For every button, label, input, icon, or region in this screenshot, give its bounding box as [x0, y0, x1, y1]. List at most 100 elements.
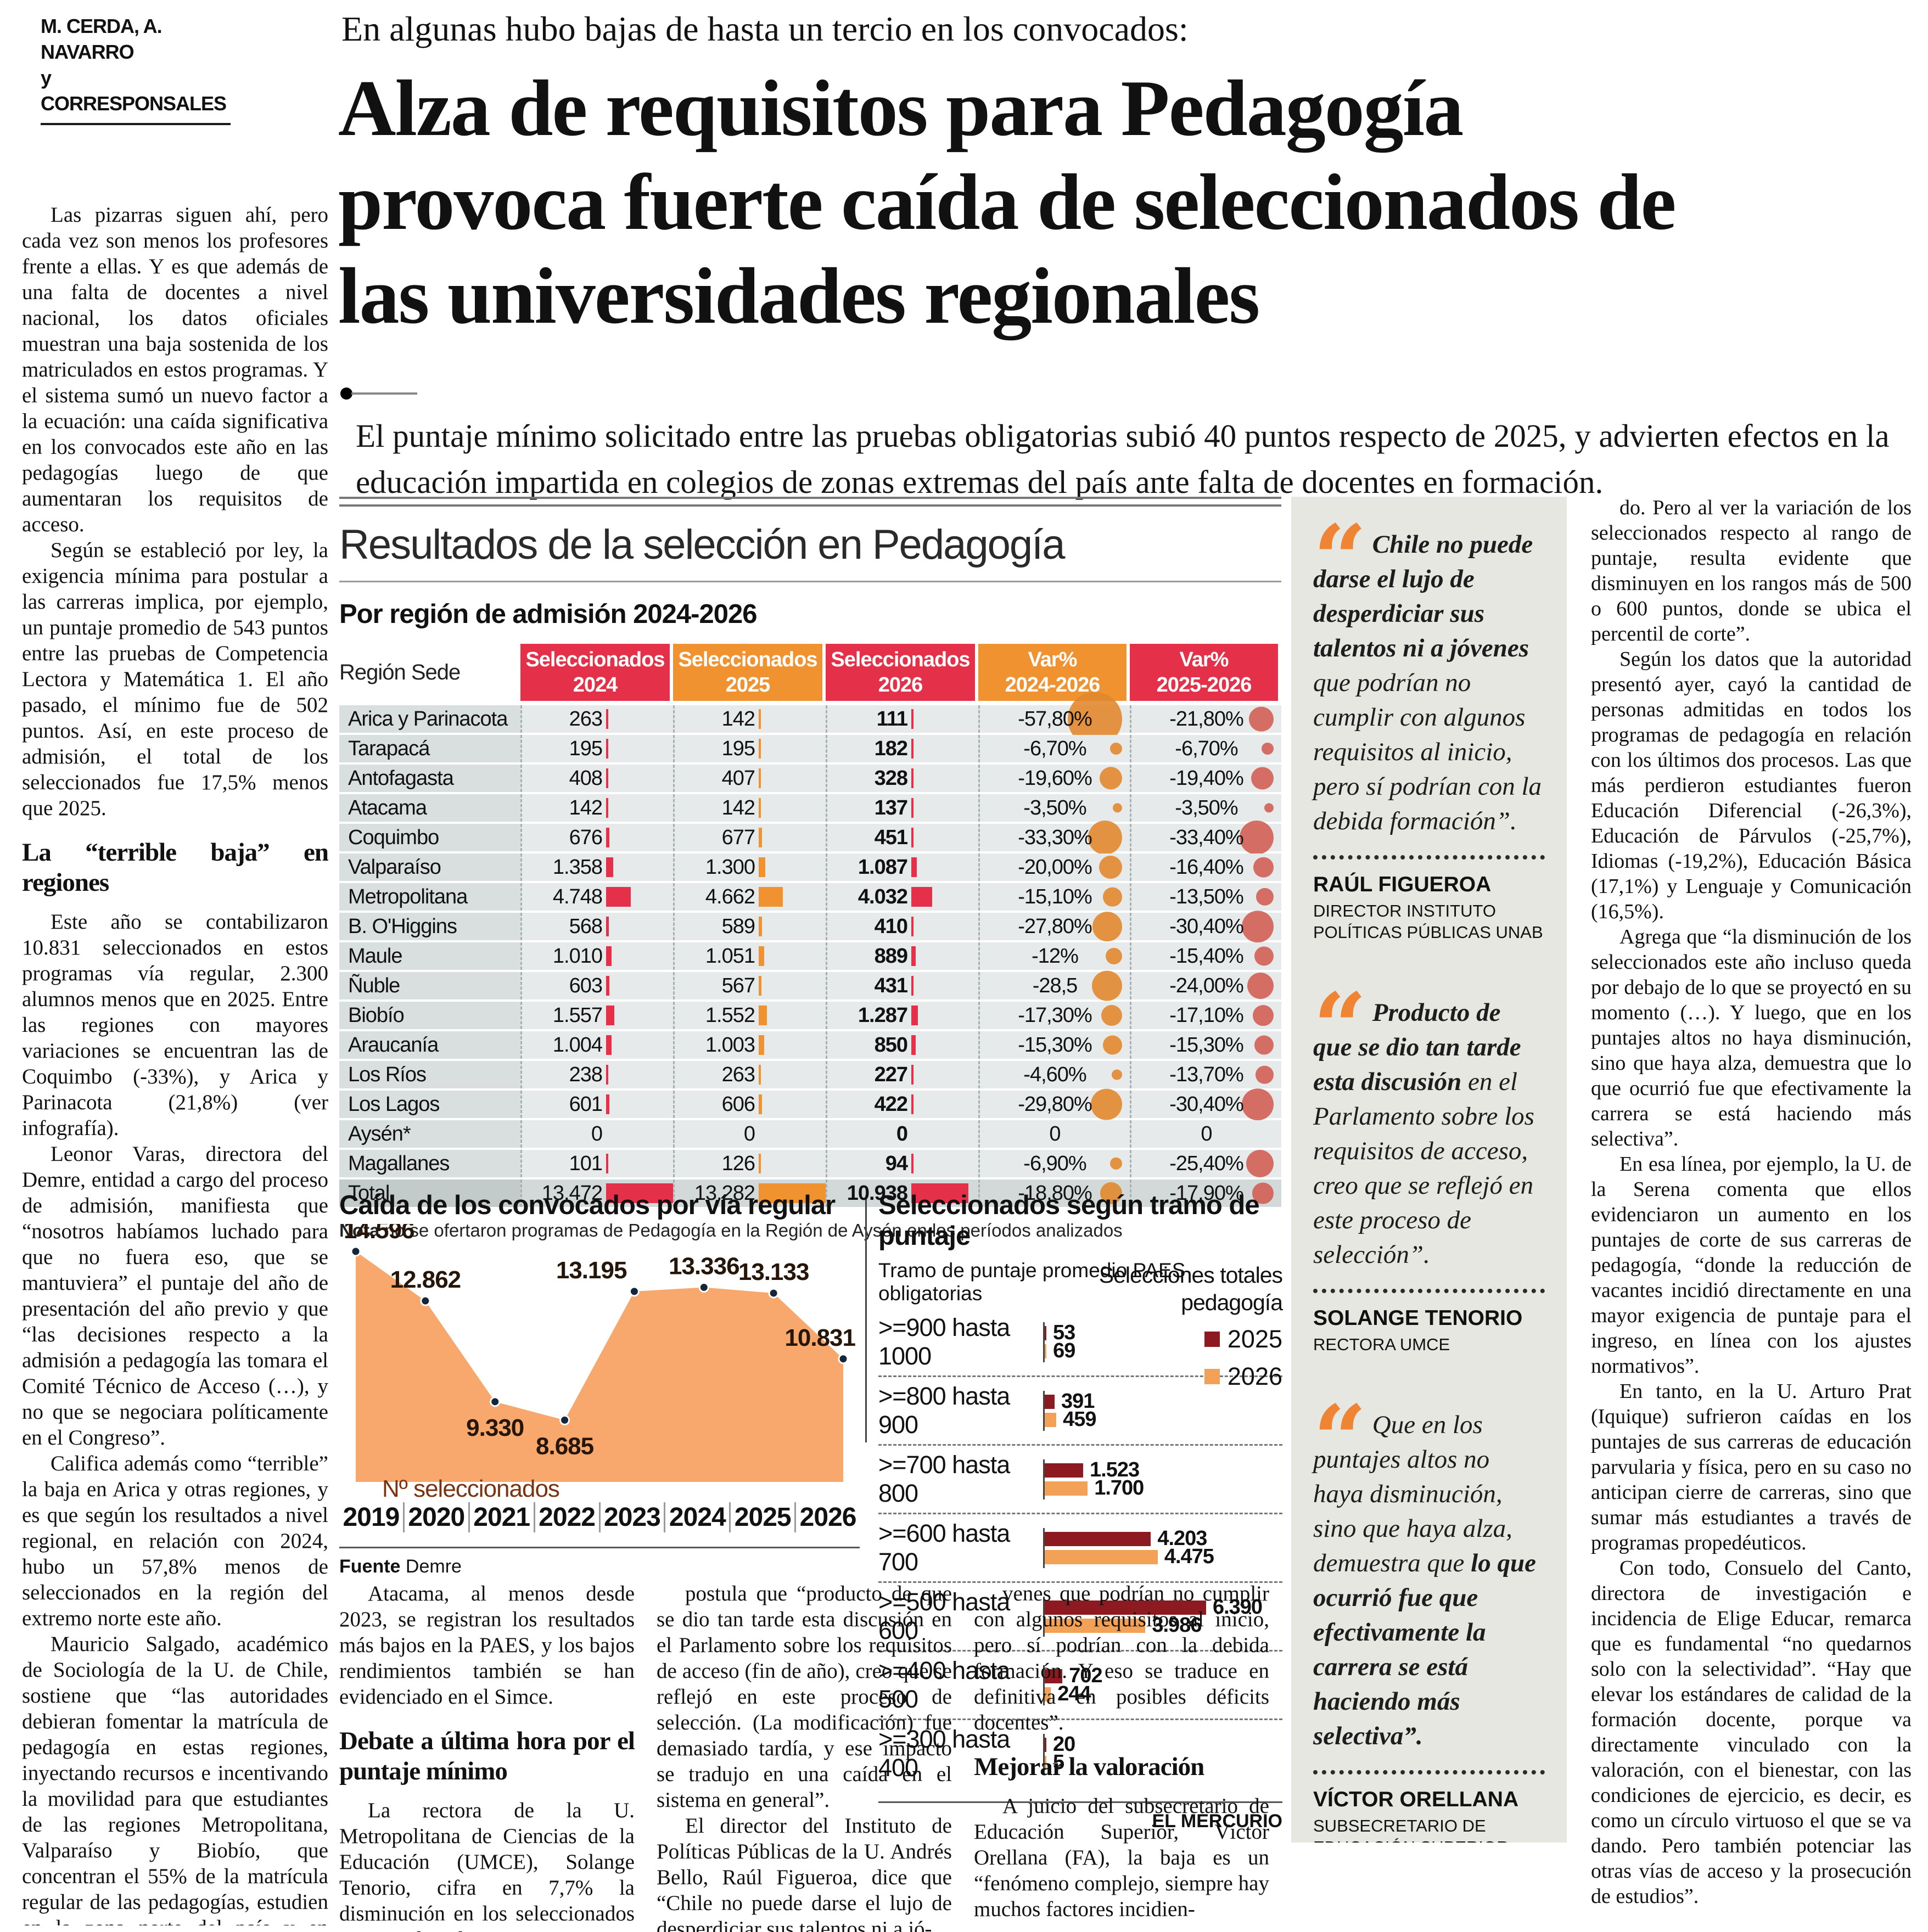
cell-value: 111 — [876, 707, 908, 731]
bar-value-label: 4.475 — [1164, 1545, 1214, 1568]
bar-2025 — [1045, 1669, 1063, 1683]
value-bar — [606, 1006, 614, 1025]
value-bar — [911, 798, 913, 818]
selected-2024-cell: 0 — [520, 1120, 673, 1148]
x-axis-years: 2019 2020 2021 2022 2023 2024 2025 2026 — [339, 1502, 860, 1532]
cell-value: -30,40% — [1169, 914, 1244, 938]
value-bar — [911, 887, 933, 907]
selected-2026-cell: 94 — [826, 1150, 978, 1177]
bar-2025 — [1045, 1531, 1151, 1546]
var-2025-2026-cell: -6,70% — [1130, 735, 1281, 762]
var-circle — [1112, 1069, 1122, 1080]
bar-value-label: 53 — [1053, 1321, 1075, 1344]
infographic-panel: Resultados de la selección en Pedagogía … — [339, 497, 1281, 1241]
quote-text: “Producto de que se dio tan tarde esta d… — [1313, 981, 1545, 1272]
bar-2026 — [1045, 1481, 1088, 1496]
bar-category-label: >=900 hasta 1000 — [878, 1313, 1010, 1370]
var-2025-2026-cell: -21,80% — [1130, 705, 1281, 733]
var-circle — [1088, 821, 1122, 855]
selected-2026-cell: 889 — [826, 942, 978, 970]
bar-row: 20 — [1045, 1733, 1282, 1756]
area-series — [356, 1251, 843, 1482]
section-subhead: Debate a última hora por el puntaje míni… — [339, 1727, 635, 1785]
bar-value-label: 6.390 — [1212, 1596, 1263, 1619]
selected-2024-cell: 408 — [520, 765, 673, 792]
bar-pair: 6.390 3.986 — [1043, 1596, 1282, 1637]
data-point — [698, 1282, 709, 1293]
region-name-cell: B. O'Higgins — [339, 913, 520, 940]
body-paragraph: En esa línea, por ejemplo, la U. de la S… — [1591, 1153, 1912, 1378]
bar-chart-rows: >=900 hasta 1000 53 69 >=800 hasta 900 391 45… — [878, 1308, 1282, 1787]
var-2025-2026-cell: -30,40% — [1130, 1088, 1281, 1120]
cell-value: -30,40% — [1169, 1092, 1244, 1116]
quote-segment: Que en los puntajes altos no haya dismin… — [1313, 1411, 1512, 1577]
table-row: Valparaíso 1.358 1.300 1.087 -20,00% -16,40% — [339, 853, 1281, 881]
bar-row: 4.203 — [1045, 1527, 1282, 1550]
var-2024-2026-cell: -19,60% — [978, 765, 1130, 792]
bar-category-label: >=800 hasta 900 — [878, 1382, 1010, 1439]
year-tick-label: 2020 — [402, 1502, 468, 1532]
bar-row: 53 — [1045, 1321, 1282, 1344]
region-name-cell: Atacama — [339, 794, 520, 822]
cell-value: 1.004 — [552, 1033, 603, 1057]
bar-row: 1.523 — [1045, 1458, 1282, 1481]
value-bar — [606, 946, 612, 966]
selected-2025-cell: 1.003 — [673, 1031, 826, 1059]
table-subtitle: Por región de admisión 2024-2026 — [339, 599, 757, 629]
column-header-sel-2025: Seleccionados 2025 — [673, 644, 822, 701]
var-circle — [1099, 767, 1122, 790]
var-circle — [1103, 887, 1122, 907]
bar-value-label: 3.986 — [1152, 1614, 1202, 1637]
selected-2026-cell: 328 — [826, 765, 978, 792]
cell-value: 142 — [721, 707, 755, 731]
var-2025-2026-cell: -16,40% — [1130, 853, 1281, 881]
table-row: Araucanía 1.004 1.003 850 -15,30% -15,30% — [339, 1031, 1281, 1059]
quotes-sidebar: “Chile no puede darse el lujo de desperd… — [1291, 497, 1567, 1843]
right-body-column: do. Pero al ver la variación de los sele… — [1591, 495, 1912, 1932]
bar-chart-panel: Seleccionados según tramo de puntaje Tra… — [878, 1190, 1283, 1832]
bar-chart-legend: Selecciones totales pedagogía 2025 2026 — [1096, 1261, 1283, 1391]
selected-2024-cell: 1.358 — [520, 853, 673, 881]
cell-value: 0 — [1049, 1122, 1061, 1145]
var-2025-2026-cell: -13,50% — [1130, 883, 1281, 911]
value-bar — [759, 887, 783, 907]
var-2024-2026-cell: -57,80% — [978, 692, 1130, 746]
cell-value: 589 — [721, 914, 755, 938]
column-header-sel-2024: Seleccionados 2024 — [520, 644, 670, 701]
table-row: Magallanes 101 126 94 -6,90% -25,40% — [339, 1149, 1281, 1178]
cell-value: -57,80% — [1018, 707, 1092, 731]
selected-2024-cell: 4.748 — [520, 883, 673, 911]
cell-value: -28,5 — [1032, 974, 1078, 997]
note-text: no se ofertaron programas de Pedagogía e… — [379, 1220, 1123, 1240]
table-row: Biobío 1.557 1.552 1.287 -17,30% -17,10% — [339, 1002, 1281, 1029]
region-name-cell: Arica y Parinacota — [339, 705, 520, 733]
var-circle — [1239, 820, 1274, 855]
selected-2026-cell: 1.287 — [826, 1002, 978, 1029]
year-tick-label: 2025 — [729, 1502, 794, 1532]
quote-separator — [1313, 1770, 1545, 1774]
region-name-cell: Magallanes — [339, 1150, 520, 1177]
quote-separator — [1313, 1289, 1545, 1293]
table-row: Los Ríos 238 263 227 -4,60% -13,70% — [339, 1061, 1281, 1088]
var-circle — [1253, 1005, 1274, 1026]
cell-value: 227 — [874, 1063, 908, 1086]
bar-row: 391 — [1045, 1390, 1282, 1413]
cell-value: -21,80% — [1169, 707, 1244, 731]
bottom-column-3: venes que podrían no cumplir con algunos… — [974, 1581, 1269, 1932]
chart-credit: EL MERCURIO — [878, 1801, 1282, 1832]
var-circle — [1252, 1182, 1274, 1204]
value-bar — [606, 1094, 609, 1114]
selected-2026-cell: 10.938 — [826, 1180, 978, 1207]
bar-row: 244 — [1045, 1682, 1282, 1705]
value-bar — [911, 857, 917, 877]
value-bar — [759, 1183, 828, 1203]
selected-2026-cell: 4.032 — [826, 883, 978, 911]
bar-2025 — [1045, 1737, 1046, 1752]
body-paragraph: Según se estableció por ley, la exigenci… — [22, 538, 328, 820]
headline: Alza de requisitos para Pedagogía provoc… — [338, 64, 1676, 340]
bar-value-label: 1.700 — [1094, 1476, 1144, 1499]
region-name-cell: Total — [339, 1180, 520, 1207]
body-paragraph: Mauricio Salgado, académico de Sociologí… — [22, 1632, 328, 1925]
selected-2025-cell: 1.552 — [673, 1002, 826, 1029]
data-point-label: 9.330 — [466, 1414, 524, 1441]
